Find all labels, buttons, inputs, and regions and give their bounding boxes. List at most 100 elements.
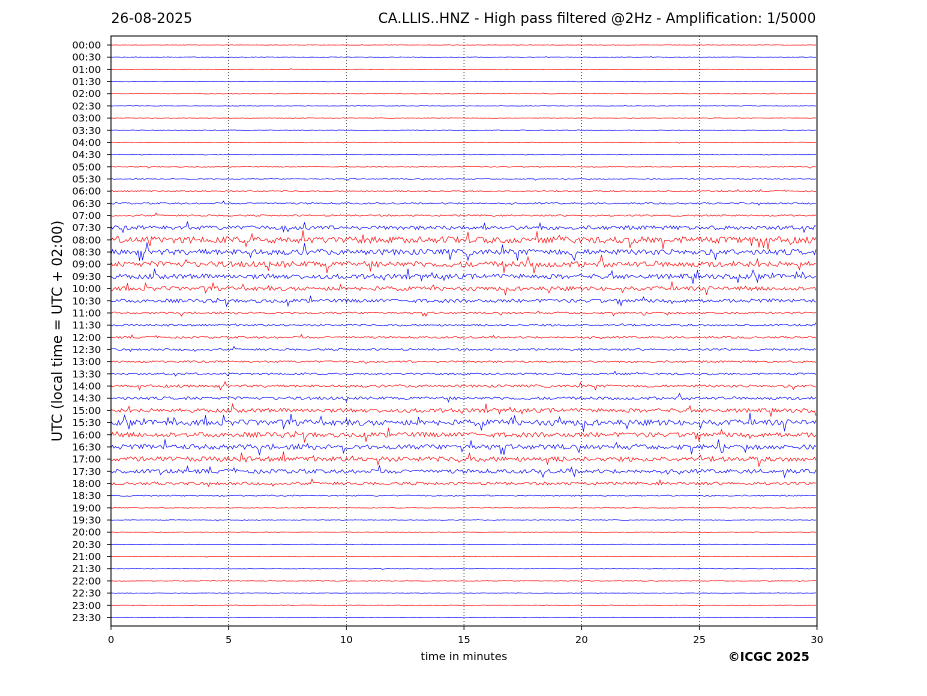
y-tick-label: 11:30 — [72, 321, 101, 332]
trace-2200 — [110, 580, 817, 583]
trace-0330 — [110, 129, 817, 131]
x-axis: 0 5 10 15 20 25 30 — [108, 626, 824, 646]
y-tick-label: 19:00 — [72, 503, 101, 514]
trace-1400 — [110, 380, 817, 391]
y-tick-label: 22:00 — [72, 576, 101, 587]
trace-1930 — [110, 519, 817, 522]
y-axis-label: UTC (local time = UTC + 02:00) — [50, 220, 66, 441]
y-tick-label: 19:30 — [72, 516, 101, 527]
trace-2330 — [110, 616, 817, 619]
y-tick-label: 00:30 — [72, 53, 101, 64]
trace-2230 — [110, 592, 817, 594]
trace-1500 — [110, 402, 817, 417]
y-tick-label: 12:00 — [72, 333, 101, 344]
y-tick-label: 15:00 — [72, 406, 101, 417]
y-tick-label: 05:00 — [72, 162, 101, 173]
y-tick-label: 01:00 — [72, 65, 101, 76]
y-tick-label: 23:30 — [72, 613, 101, 624]
x-tick-label: 25 — [693, 635, 706, 646]
trace-0500 — [110, 166, 817, 169]
trace-0600 — [110, 189, 817, 193]
y-tick-label: 12:30 — [72, 345, 101, 356]
trace-0400 — [110, 141, 817, 144]
trace-1830 — [110, 494, 817, 497]
grid-group — [228, 36, 700, 626]
trace-1230 — [110, 345, 817, 353]
x-tick-label: 10 — [340, 635, 353, 646]
x-tick-label: 30 — [811, 635, 824, 646]
x-tick-label: 0 — [108, 635, 114, 646]
trace-1430 — [110, 392, 817, 403]
trace-0000 — [110, 44, 817, 46]
y-tick-label: 04:30 — [72, 150, 101, 161]
trace-0100 — [110, 68, 817, 70]
y-tick-label: 20:30 — [72, 540, 101, 551]
y-tick-label: 02:30 — [72, 101, 101, 112]
y-tick-label: 21:30 — [72, 564, 101, 575]
trace-0030 — [110, 56, 817, 58]
y-tick-label: 21:00 — [72, 552, 101, 563]
y-tick-label: 09:00 — [72, 260, 101, 271]
trace-1530 — [110, 412, 817, 432]
y-tick-label: 17:30 — [72, 467, 101, 478]
trace-1630 — [110, 439, 817, 456]
trace-2300 — [110, 604, 817, 606]
x-tick-label: 20 — [575, 635, 588, 646]
y-tick-label: 00:00 — [72, 41, 101, 52]
trace-1700 — [110, 451, 817, 467]
trace-0230 — [110, 104, 817, 107]
trace-0800 — [110, 230, 817, 250]
trace-1800 — [110, 478, 817, 488]
y-tick-label: 11:00 — [72, 308, 101, 319]
trace-0430 — [110, 153, 817, 156]
trace-1200 — [110, 333, 817, 340]
y-tick-label: 04:00 — [72, 138, 101, 149]
y-tick-label: 02:00 — [72, 89, 101, 100]
trace-1300 — [110, 360, 817, 364]
trace-1330 — [110, 370, 817, 377]
y-tick-label: 17:00 — [72, 455, 101, 466]
y-tick-label: 15:30 — [72, 418, 101, 429]
y-tick-label: 07:00 — [72, 211, 101, 222]
y-tick-label: 13:30 — [72, 369, 101, 380]
y-tick-label: 08:30 — [72, 248, 101, 259]
y-tick-label: 07:30 — [72, 223, 101, 234]
y-tick-label: 14:30 — [72, 394, 101, 405]
trace-0130 — [110, 80, 817, 83]
traces-group — [110, 44, 817, 619]
chart-title: CA.LLIS..HNZ - High pass filtered @2Hz -… — [378, 11, 816, 27]
trace-0930 — [110, 268, 817, 284]
y-tick-label: 06:30 — [72, 199, 101, 210]
y-tick-label: 23:00 — [72, 601, 101, 612]
trace-2100 — [110, 556, 817, 558]
x-axis-label: time in minutes — [421, 650, 508, 663]
copyright-label: ©ICGC 2025 — [728, 650, 810, 664]
trace-0900 — [110, 254, 817, 274]
y-tick-label: 06:00 — [72, 187, 101, 198]
y-tick-label: 10:00 — [72, 284, 101, 295]
y-tick-label: 22:30 — [72, 589, 101, 600]
y-tick-label: 13:00 — [72, 357, 101, 368]
y-tick-label: 20:00 — [72, 528, 101, 539]
y-tick-label: 03:00 — [72, 114, 101, 125]
y-tick-label: 14:00 — [72, 382, 101, 393]
y-tick-label: 08:00 — [72, 235, 101, 246]
trace-0700 — [110, 212, 817, 217]
trace-0530 — [110, 178, 817, 181]
y-tick-label: 18:30 — [72, 491, 101, 502]
trace-1100 — [110, 310, 817, 317]
y-tick-label: 03:30 — [72, 126, 101, 137]
trace-0630 — [110, 200, 817, 206]
y-tick-label: 09:30 — [72, 272, 101, 283]
y-tick-label: 16:00 — [72, 430, 101, 441]
trace-0200 — [110, 92, 817, 95]
trace-1000 — [110, 281, 817, 296]
trace-1730 — [110, 465, 817, 479]
trace-0730 — [110, 221, 817, 234]
y-tick-label: 18:00 — [72, 479, 101, 490]
date-label: 26-08-2025 — [111, 11, 193, 27]
trace-1600 — [110, 427, 817, 443]
x-tick-label: 15 — [458, 635, 471, 646]
trace-1130 — [110, 322, 817, 327]
